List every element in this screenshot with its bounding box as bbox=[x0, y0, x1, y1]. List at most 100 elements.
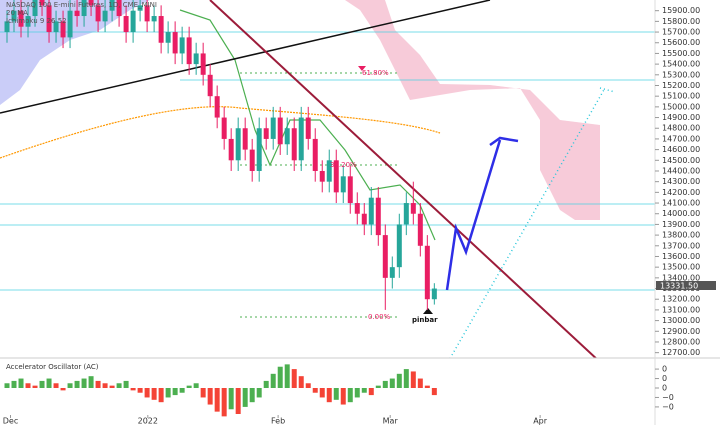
candle-body bbox=[88, 0, 94, 6]
candle-body bbox=[116, 0, 122, 17]
ac-bar bbox=[319, 388, 325, 398]
x-tick-label: Apr bbox=[533, 417, 548, 425]
ac-bar bbox=[67, 383, 73, 388]
ac-bar bbox=[74, 380, 80, 388]
y-tick-label: 12700.00 bbox=[662, 348, 700, 357]
ac-bar bbox=[81, 378, 87, 388]
ac-bar bbox=[424, 385, 430, 388]
ac-bar bbox=[417, 378, 423, 388]
candle-body bbox=[417, 213, 423, 246]
candle-body bbox=[18, 10, 24, 27]
ac-bar bbox=[228, 388, 234, 410]
ac-bar bbox=[25, 383, 31, 388]
y-tick-label: 13600.00 bbox=[662, 252, 700, 261]
candle-body bbox=[186, 37, 192, 65]
y-tick-label: 0 bbox=[662, 374, 667, 383]
candle-body bbox=[193, 53, 199, 65]
candle-body bbox=[368, 197, 374, 225]
ac-bar bbox=[431, 388, 437, 396]
candle-body bbox=[214, 96, 220, 118]
candle-body bbox=[291, 128, 297, 161]
ac-bar bbox=[4, 383, 10, 388]
candle-body bbox=[25, 16, 31, 27]
ac-bar bbox=[172, 388, 178, 396]
candle-body bbox=[375, 197, 381, 236]
y-tick-label: 12800.00 bbox=[662, 337, 700, 346]
ac-bar bbox=[32, 385, 38, 388]
ac-bar bbox=[389, 378, 395, 388]
ichimoku-cloud-bull bbox=[0, 0, 150, 105]
x-tick-label: Dec bbox=[3, 417, 18, 425]
ac-bar bbox=[88, 376, 94, 388]
ac-bar bbox=[193, 383, 199, 388]
ac-bar bbox=[214, 388, 220, 412]
ac-bar bbox=[158, 388, 164, 403]
ac-bar bbox=[305, 383, 311, 388]
candle-body bbox=[144, 5, 150, 22]
candle-body bbox=[305, 117, 311, 139]
annotation: pinbar bbox=[412, 316, 438, 324]
last-price-box bbox=[656, 281, 716, 290]
ac-bar bbox=[298, 376, 304, 388]
candle-body bbox=[340, 176, 346, 193]
candle-body bbox=[424, 245, 430, 300]
y-tick-label: 14400.00 bbox=[662, 166, 700, 175]
candle-body bbox=[165, 32, 171, 43]
channel-line bbox=[599, 87, 616, 93]
y-tick-label: −0 bbox=[662, 393, 674, 402]
candle-body bbox=[319, 170, 325, 182]
ac-bar bbox=[347, 388, 353, 403]
y-tick-label: 15500.00 bbox=[662, 49, 700, 58]
ac-bar bbox=[354, 388, 360, 398]
candle-body bbox=[270, 117, 276, 139]
ac-bar bbox=[284, 364, 290, 388]
candle-body bbox=[32, 0, 38, 17]
ac-bar bbox=[235, 388, 241, 414]
candle-body bbox=[46, 5, 52, 33]
y-tick-label: 14200.00 bbox=[662, 188, 700, 197]
ac-bar bbox=[186, 385, 192, 388]
candle-body bbox=[396, 224, 402, 268]
y-tick-label: 15300.00 bbox=[662, 70, 700, 79]
ac-bar bbox=[95, 380, 101, 388]
ac-bar bbox=[53, 383, 59, 388]
y-tick-label: 0 bbox=[662, 365, 667, 374]
annotation: 61.80% bbox=[362, 69, 389, 77]
ac-bar bbox=[151, 388, 157, 400]
y-tick-label: 15600.00 bbox=[662, 38, 700, 47]
candle-body bbox=[60, 21, 66, 38]
y-tick-label: 15700.00 bbox=[662, 28, 700, 37]
legend-text: Ichimoku 9 26 52 bbox=[6, 17, 67, 25]
ichimoku-cloud-bear bbox=[345, 0, 600, 220]
y-tick-label: 14500.00 bbox=[662, 156, 700, 165]
candle-body bbox=[81, 0, 87, 17]
y-tick-label: 15900.00 bbox=[662, 6, 700, 15]
trend-line bbox=[0, 0, 491, 114]
x-tick-label: Feb bbox=[271, 417, 285, 425]
candle-body bbox=[151, 16, 157, 22]
candle-body bbox=[228, 138, 234, 161]
ac-bar bbox=[242, 388, 248, 407]
y-tick-label: 15800.00 bbox=[662, 17, 700, 26]
ac-bar bbox=[375, 385, 381, 388]
x-tick-label: 2022 bbox=[138, 417, 158, 425]
y-tick-label: −0 bbox=[662, 402, 674, 411]
y-tick-label: 14000.00 bbox=[662, 209, 700, 218]
candle-body bbox=[4, 21, 10, 33]
y-tick-label: 14100.00 bbox=[662, 199, 700, 208]
panel-title: Accelerator Oscillator (AC) bbox=[6, 363, 99, 371]
candle-body bbox=[403, 203, 409, 225]
candle-body bbox=[102, 10, 108, 22]
y-tick-label: 13100.00 bbox=[662, 305, 700, 314]
candle-body bbox=[298, 117, 304, 161]
candle-body bbox=[249, 149, 255, 171]
ac-bar bbox=[382, 380, 388, 388]
candle-body bbox=[207, 74, 213, 97]
ac-bar bbox=[11, 380, 17, 388]
candle-body bbox=[179, 37, 185, 54]
ac-bar bbox=[60, 388, 66, 391]
candle-body bbox=[242, 128, 248, 150]
pinbar-marker bbox=[423, 308, 433, 314]
ac-bar bbox=[39, 380, 45, 388]
y-tick-label: 13900.00 bbox=[662, 220, 700, 229]
